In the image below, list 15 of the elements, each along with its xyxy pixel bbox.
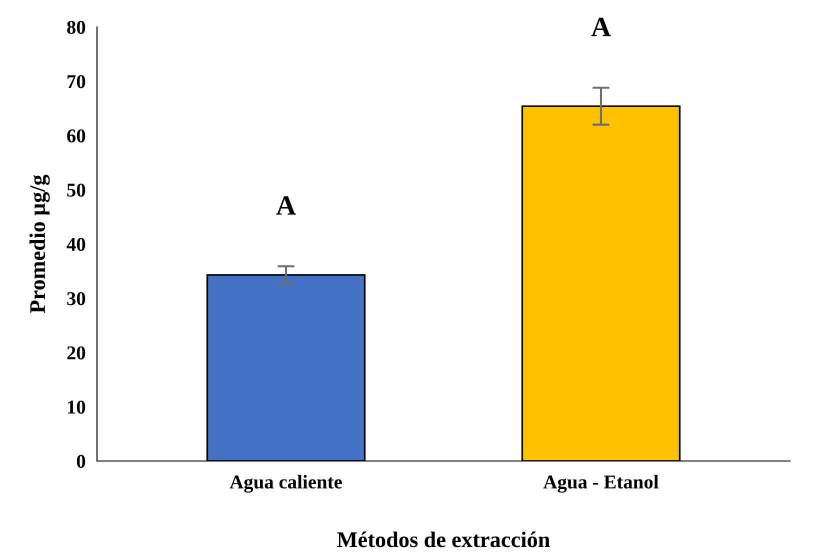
y-tick-label: 10: [68, 400, 86, 414]
x-axis-title: Métodos de extracción: [337, 532, 550, 548]
annotation: A: [276, 196, 296, 215]
y-tick-label: 20: [67, 346, 86, 360]
x-tick-label: Agua caliente: [230, 474, 342, 493]
annotation: A: [591, 18, 611, 36]
y-tick-label: 30: [67, 292, 86, 306]
y-tick-label: 60: [67, 129, 86, 142]
y-tick-label: 40: [66, 238, 86, 251]
y-tick-label: 80: [67, 20, 86, 34]
y-tick-label: 0: [76, 454, 86, 468]
x-tick-label: Agua - Etanol: [543, 474, 658, 493]
y-tick-label: 50: [67, 184, 86, 197]
y-tick-label: 70: [68, 75, 86, 88]
y-axis-title: Promedio µg/g: [29, 174, 50, 314]
